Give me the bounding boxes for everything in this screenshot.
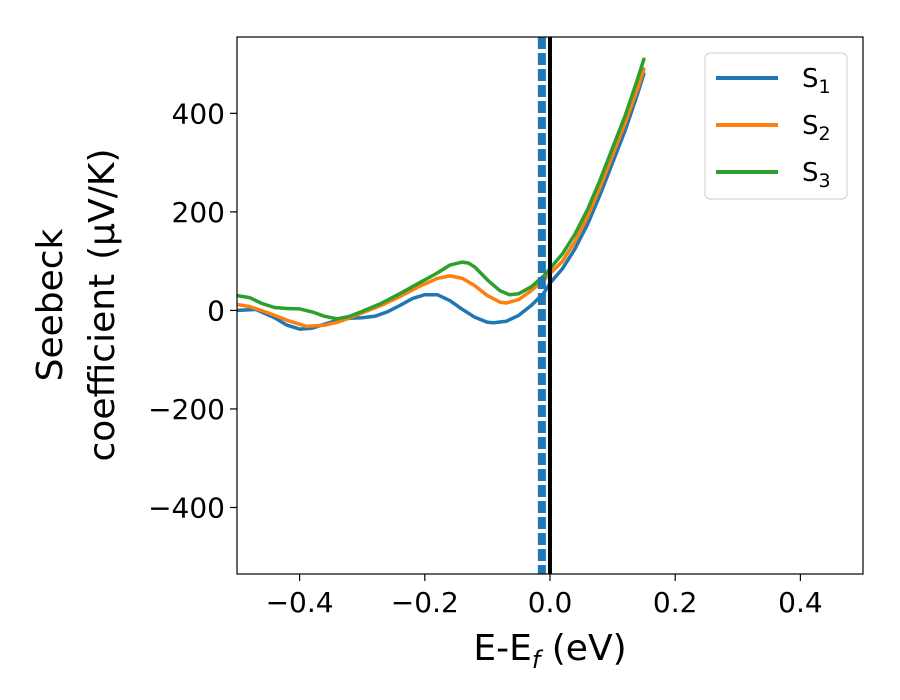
legend-label-s3: S3 bbox=[802, 158, 831, 192]
y-axis-title-line1: Seebeck bbox=[30, 228, 71, 381]
series-line-s1 bbox=[237, 72, 646, 331]
y-axis-title-line2: coefficient(μV/K) bbox=[82, 148, 123, 461]
x-axis-title: E-Ef (eV) bbox=[473, 628, 626, 674]
x-axis: −0.4 −0.2 0.0 0.2 0.4 bbox=[266, 574, 823, 619]
y-tick-label: −400 bbox=[148, 491, 225, 524]
y-tick-label: 200 bbox=[172, 196, 225, 229]
y-axis-title: Seebeck coefficient(μV/K) bbox=[30, 148, 123, 461]
y-tick-label: 0 bbox=[207, 294, 225, 327]
legend-label-s1: S1 bbox=[802, 64, 831, 98]
x-tick-label: 0.2 bbox=[653, 586, 698, 619]
y-axis: −400 −200 0 200 400 bbox=[148, 97, 237, 524]
y-tick-label: −200 bbox=[148, 393, 225, 426]
x-tick-label: 0.4 bbox=[778, 586, 823, 619]
series-line-s2 bbox=[237, 67, 646, 328]
x-tick-label: −0.4 bbox=[266, 586, 334, 619]
x-tick-label: −0.2 bbox=[391, 586, 459, 619]
y-tick-label: 400 bbox=[172, 97, 225, 130]
legend: S1 S2 S3 bbox=[704, 52, 848, 200]
x-tick-label: 0.0 bbox=[528, 586, 573, 619]
plot-area bbox=[237, 37, 646, 574]
legend-label-s2: S2 bbox=[802, 111, 831, 145]
series-line-s3 bbox=[237, 57, 646, 321]
